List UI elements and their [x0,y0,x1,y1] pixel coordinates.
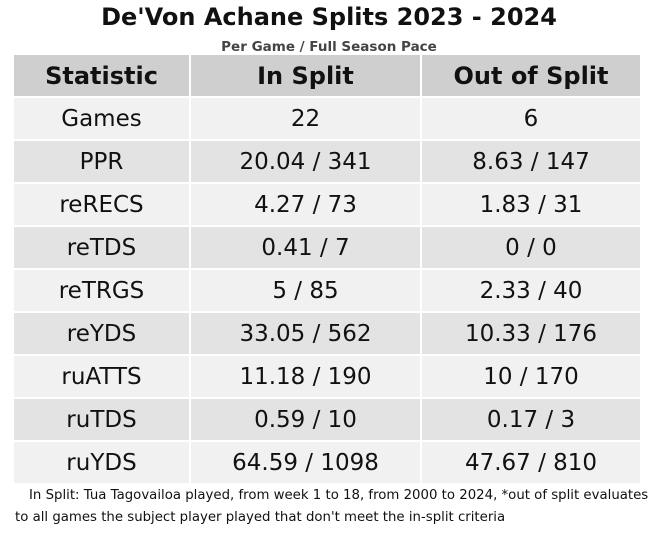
table-cell-statistic: ruATTS [14,355,191,399]
table-cell-out-of-split: 6 [421,97,640,141]
chart-footnote: In Split: Tua Tagovailoa played, from we… [15,488,649,525]
table-cell-out-of-split: 2.33 / 40 [421,269,640,313]
table-cell-in-split: 0.41 / 7 [190,226,422,270]
table-cell-statistic: Games [14,97,191,141]
header-in-split: In Split [190,55,422,98]
table-row: Games 22 6 [14,97,640,141]
table-cell-statistic: reRECS [14,183,191,227]
table-cell-in-split: 0.59 / 10 [190,398,422,442]
table-cell-out-of-split: 47.67 / 810 [421,441,640,485]
splits-table: Statistic In Split Out of Split Games 22… [14,55,640,485]
table-cell-in-split: 64.59 / 1098 [190,441,422,485]
table-cell-statistic: ruTDS [14,398,191,442]
table-cell-out-of-split: 1.83 / 31 [421,183,640,227]
table-row: ruYDS 64.59 / 1098 47.67 / 810 [14,441,640,485]
table-cell-statistic: reYDS [14,312,191,356]
header-statistic: Statistic [14,55,191,98]
chart-subtitle: Per Game / Full Season Pace [221,39,437,55]
table-cell-statistic: PPR [14,140,191,184]
table-header-row: Statistic In Split Out of Split [14,55,640,98]
header-out-of-split: Out of Split [421,55,640,98]
table-row: ruTDS 0.59 / 10 0.17 / 3 [14,398,640,442]
table-cell-out-of-split: 8.63 / 147 [421,140,640,184]
table-cell-in-split: 5 / 85 [190,269,422,313]
table-cell-out-of-split: 10 / 170 [421,355,640,399]
table-cell-in-split: 11.18 / 190 [190,355,422,399]
table-cell-in-split: 20.04 / 341 [190,140,422,184]
table-cell-in-split: 4.27 / 73 [190,183,422,227]
table-cell-in-split: 33.05 / 562 [190,312,422,356]
table-row: reRECS 4.27 / 73 1.83 / 31 [14,183,640,227]
table-cell-statistic: ruYDS [14,441,191,485]
table-cell-out-of-split: 10.33 / 176 [421,312,640,356]
table-row: reTDS 0.41 / 7 0 / 0 [14,226,640,270]
table-cell-out-of-split: 0 / 0 [421,226,640,270]
table-cell-out-of-split: 0.17 / 3 [421,398,640,442]
table-row: PPR 20.04 / 341 8.63 / 147 [14,140,640,184]
table-row: ruATTS 11.18 / 190 10 / 170 [14,355,640,399]
table-cell-statistic: reTRGS [14,269,191,313]
table-row: reYDS 33.05 / 562 10.33 / 176 [14,312,640,356]
table-cell-statistic: reTDS [14,226,191,270]
table-row: reTRGS 5 / 85 2.33 / 40 [14,269,640,313]
chart-title: De'Von Achane Splits 2023 - 2024 [101,3,557,31]
table-cell-in-split: 22 [190,97,422,141]
